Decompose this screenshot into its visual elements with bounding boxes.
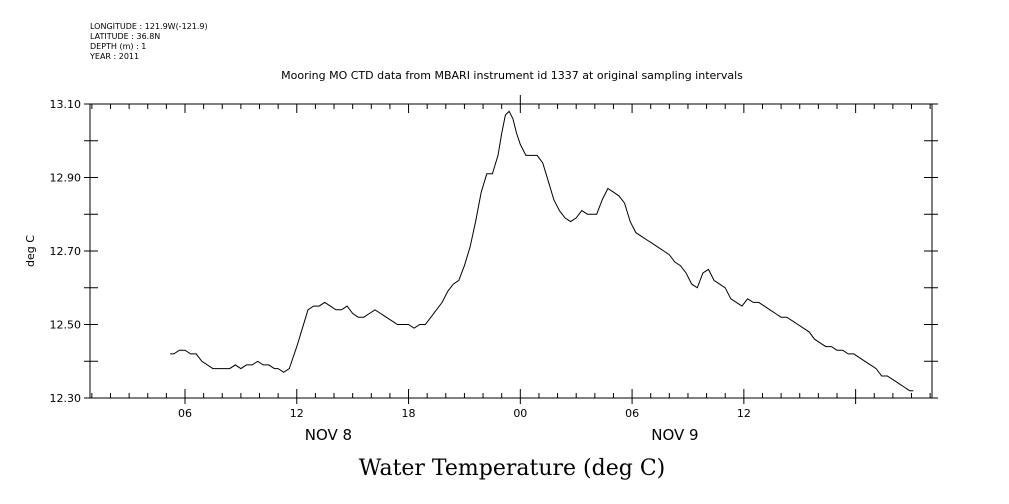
latitude-label: LATITUDE : 36.8N	[90, 32, 161, 41]
x-tick-label: 12	[737, 407, 751, 420]
x-date-label: NOV 8	[305, 426, 352, 444]
plot-frame	[89, 103, 933, 399]
x-tick-label: 12	[290, 407, 304, 420]
y-tick-label: 12.50	[50, 319, 82, 332]
x-date-label: NOV 9	[651, 426, 698, 444]
y-axis-label: deg C	[24, 235, 37, 267]
year-label: YEAR : 2011	[90, 52, 140, 61]
x-tick-label: 00	[513, 407, 527, 420]
y-tick-label: 13.10	[50, 98, 82, 111]
y-tick-label: 12.90	[50, 172, 82, 185]
x-tick-label: 18	[402, 407, 416, 420]
chart-title: Mooring MO CTD data from MBARI instrumen…	[281, 69, 743, 82]
y-tick-label: 12.30	[50, 392, 82, 405]
longitude-label: LONGITUDE : 121.9W(-121.9)	[90, 22, 208, 31]
x-tick-label: 06	[178, 407, 192, 420]
y-tick-label: 12.70	[50, 245, 82, 258]
depth-label: DEPTH (m) : 1	[90, 42, 147, 51]
x-axis-label: Water Temperature (deg C)	[359, 456, 666, 481]
x-tick-label: 06	[625, 407, 639, 420]
metadata-block: LONGITUDE : 121.9W(-121.9) LATITUDE : 36…	[90, 22, 208, 62]
series-line	[170, 110, 914, 392]
